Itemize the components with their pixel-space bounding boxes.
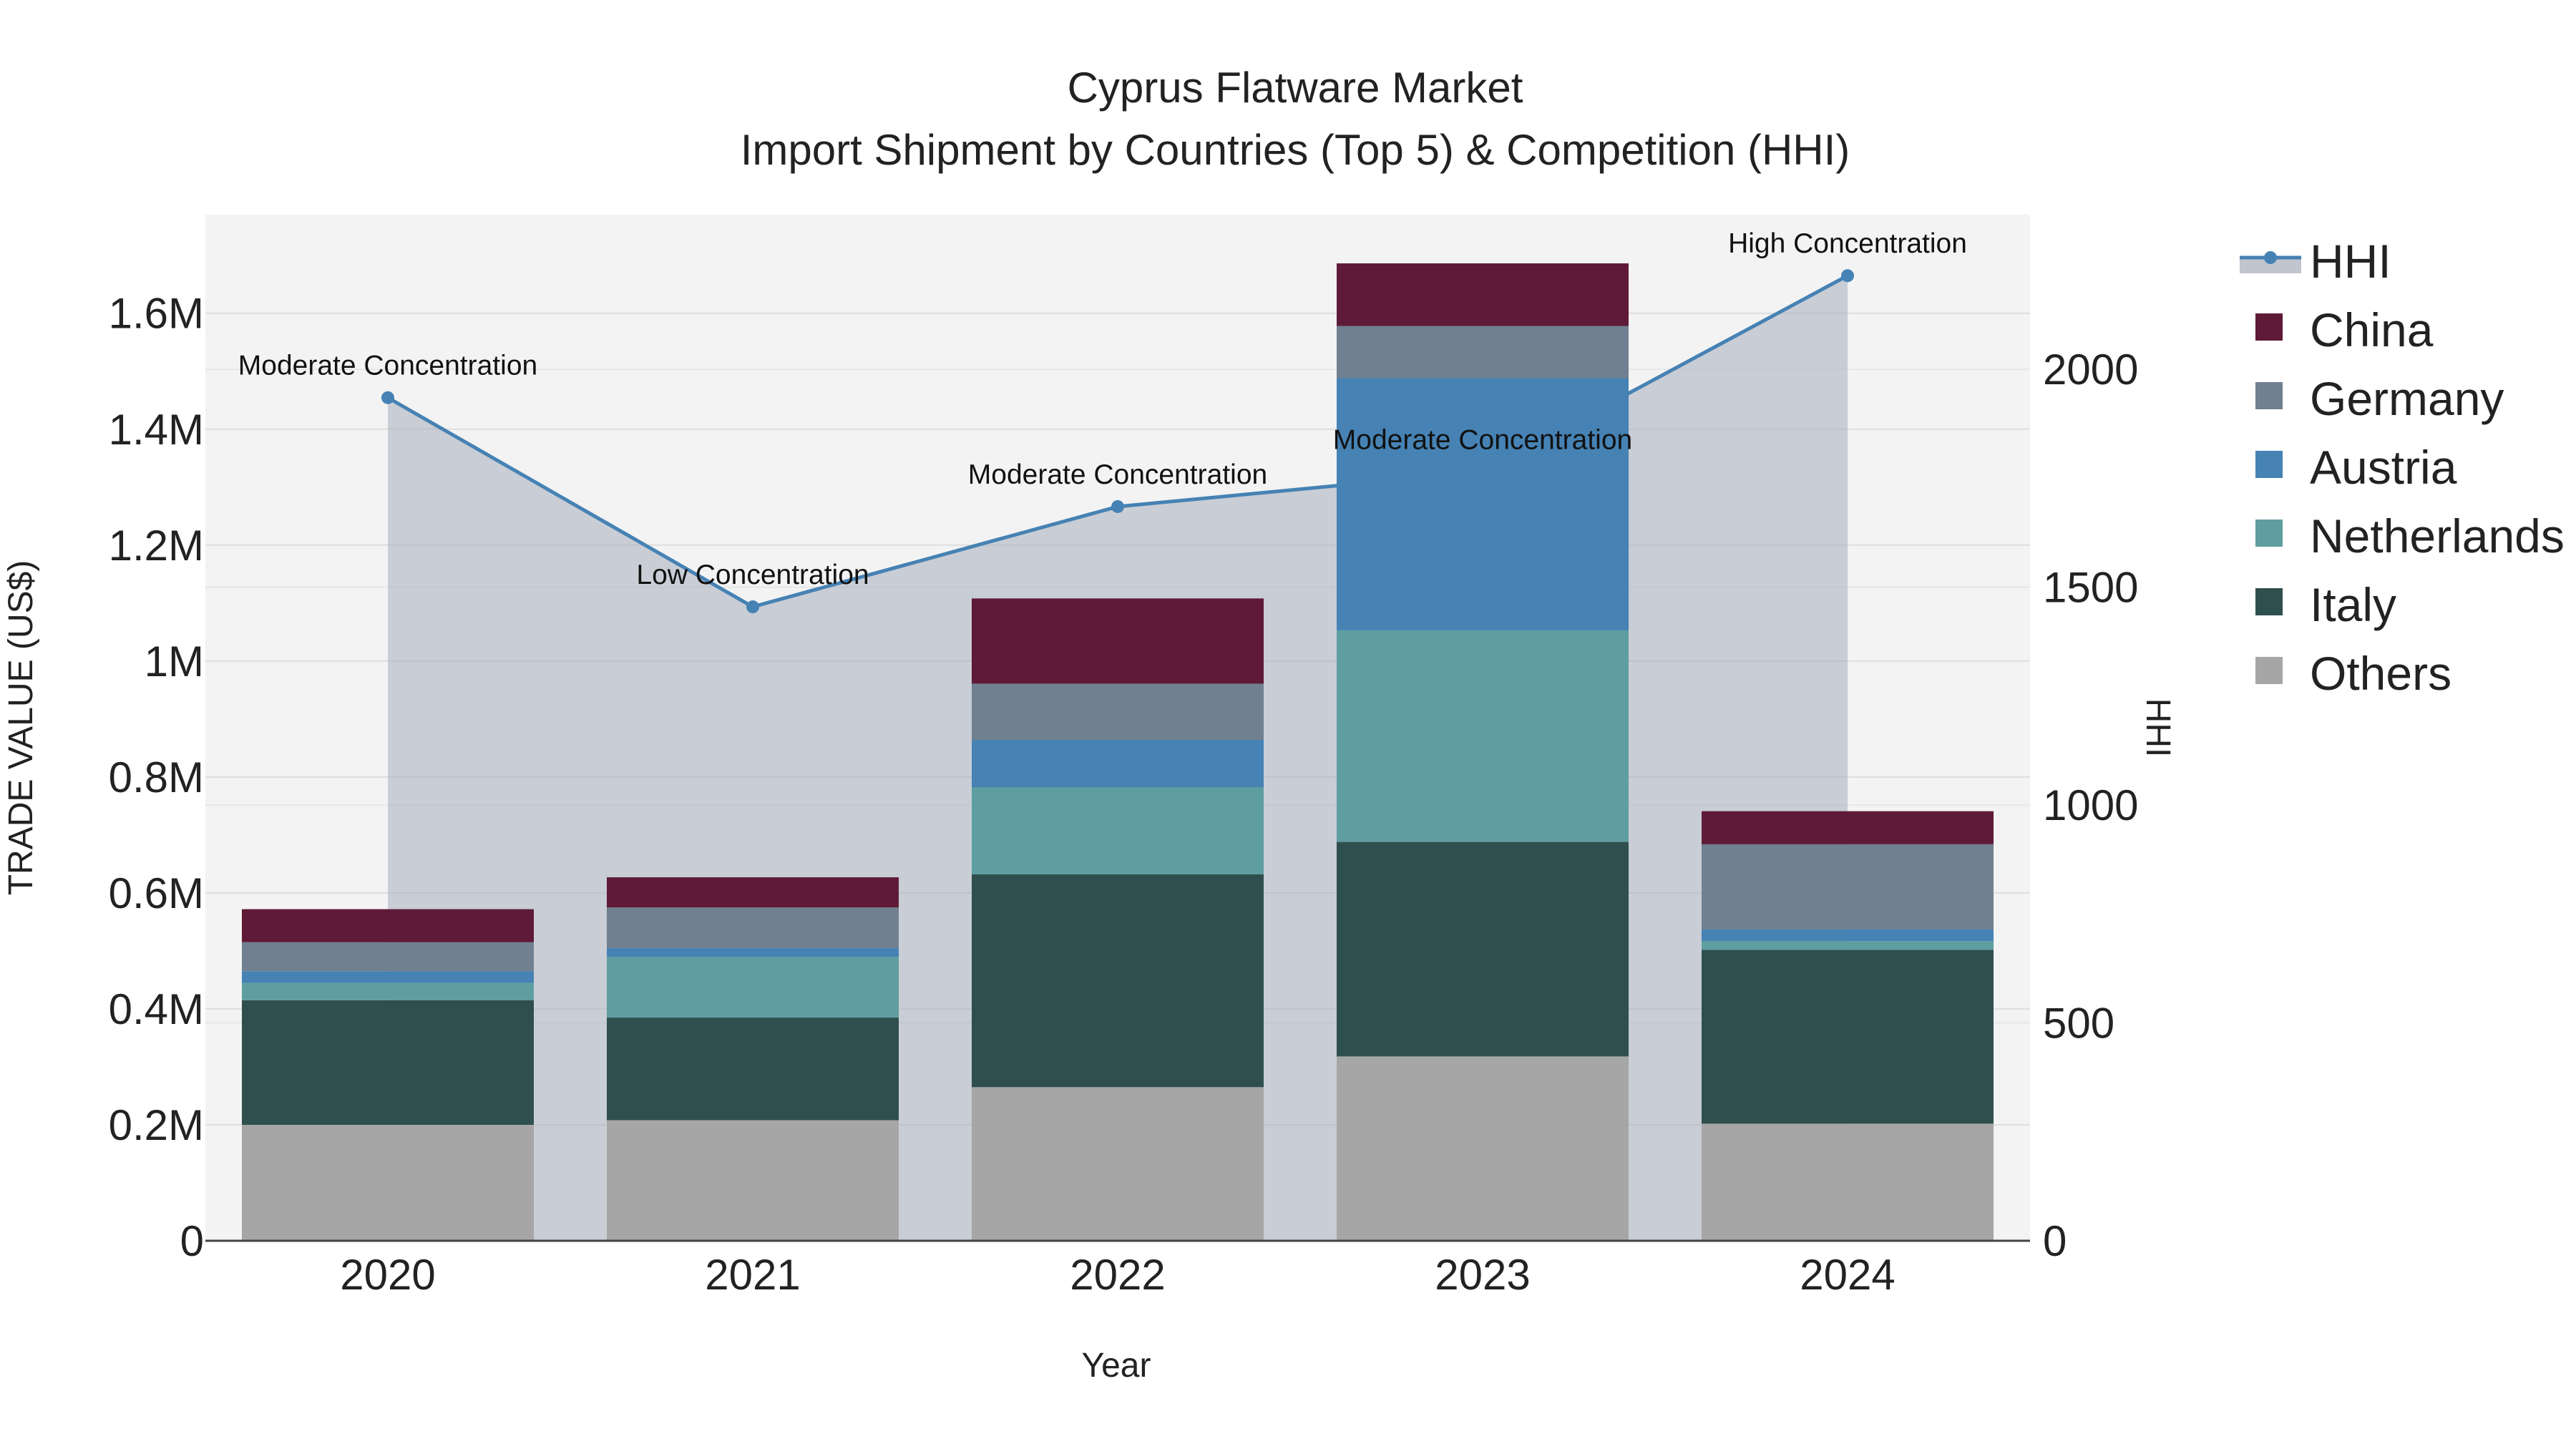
bar-others-2023 (1337, 1056, 1629, 1241)
bar-netherlands-2021 (607, 957, 899, 1018)
y2-axis-label: HHI (2139, 698, 2177, 758)
legend-label-netherlands: Netherlands (2310, 509, 2565, 562)
hhi-point-2020 (381, 391, 394, 404)
bar-netherlands-2022 (972, 787, 1264, 874)
x-axis-ticks: 2020 2021 2022 2023 2024 (340, 1251, 1895, 1299)
y-tick-label: 0.4M (109, 985, 204, 1033)
bar-china-2020 (242, 909, 534, 942)
bar-germany-2021 (607, 907, 899, 948)
bar-austria-2021 (607, 947, 899, 957)
hhi-label-2022: Moderate Concentration (968, 459, 1267, 490)
legend-swatch-china (2255, 313, 2283, 341)
bar-netherlands-2023 (1337, 630, 1629, 842)
y-tick-label: 0.2M (109, 1101, 204, 1149)
bar-others-2022 (972, 1087, 1264, 1241)
hhi-label-2024: High Concentration (1728, 228, 1967, 259)
x-tick-label: 2023 (1435, 1251, 1530, 1299)
legend-label-italy: Italy (2310, 578, 2396, 631)
hhi-label-2021: Low Concentration (636, 560, 869, 590)
y-tick-label: 1.2M (109, 522, 204, 570)
legend-swatch-germany (2255, 382, 2283, 409)
legend-swatch-hhi-area (2240, 258, 2301, 273)
bar-italy-2024 (1702, 950, 1994, 1124)
bar-germany-2024 (1702, 844, 1994, 930)
x-tick-label: 2020 (340, 1251, 435, 1299)
bar-austria-2022 (972, 740, 1264, 788)
legend-swatch-hhi-marker (2264, 251, 2277, 264)
bar-austria-2020 (242, 971, 534, 983)
bar-germany-2020 (242, 942, 534, 972)
legend-swatch-netherlands (2255, 519, 2283, 547)
bar-others-2020 (242, 1124, 534, 1241)
hhi-line-layer: Moderate Concentration Low Concentration M… (238, 228, 1967, 614)
hhi-label-2023: Moderate Concentration (1333, 424, 1632, 455)
bar-china-2021 (607, 877, 899, 908)
x-axis-label: Year (1082, 1347, 1151, 1385)
bar-china-2024 (1702, 811, 1994, 844)
chart-title: Cyprus Flatware Market (1068, 64, 1523, 112)
bar-china-2022 (972, 598, 1264, 684)
x-tick-label: 2021 (705, 1251, 800, 1299)
bar-italy-2023 (1337, 841, 1629, 1057)
y2-tick-label: 1500 (2043, 564, 2138, 612)
y-tick-label: 1.6M (109, 290, 204, 338)
bar-italy-2021 (607, 1018, 899, 1121)
legend-label-germany: Germany (2310, 372, 2504, 425)
bars (242, 263, 1994, 1241)
hhi-point-2023 (1476, 465, 1489, 479)
y2-tick-label: 0 (2043, 1217, 2067, 1265)
bar-others-2021 (607, 1120, 899, 1241)
bar-italy-2022 (972, 874, 1264, 1088)
hhi-point-2024 (1841, 269, 1854, 283)
y2-tick-label: 2000 (2043, 346, 2138, 394)
legend-label-austria: Austria (2310, 441, 2457, 494)
legend-label-china: China (2310, 303, 2434, 356)
hhi-point-2022 (1111, 499, 1124, 513)
bar-others-2024 (1702, 1123, 1994, 1241)
bar-germany-2022 (972, 683, 1264, 741)
bar-netherlands-2020 (242, 982, 534, 1000)
bar-netherlands-2024 (1702, 941, 1994, 950)
y-tick-label: 1.4M (109, 406, 204, 454)
y-axis-label: TRADE VALUE (US$) (2, 560, 40, 896)
bar-china-2023 (1337, 263, 1629, 326)
legend-swatch-italy (2255, 588, 2283, 615)
bar-austria-2024 (1702, 929, 1994, 942)
y-tick-label: 0 (180, 1217, 204, 1265)
y2-axis-ticks: 0 500 1000 1500 2000 (2043, 346, 2138, 1265)
legend-swatch-austria (2255, 451, 2283, 478)
y-tick-label: 1M (145, 638, 204, 686)
y-tick-label: 0.6M (109, 869, 204, 917)
hhi-point-2021 (746, 600, 759, 614)
y2-tick-label: 1000 (2043, 781, 2138, 829)
y2-tick-label: 500 (2043, 1000, 2114, 1048)
hhi-label-2020: Moderate Concentration (238, 351, 537, 381)
bar-italy-2020 (242, 1000, 534, 1125)
legend-label-others: Others (2310, 647, 2451, 700)
legend-swatch-others (2255, 657, 2283, 684)
y-tick-label: 0.8M (109, 753, 204, 801)
bar-germany-2023 (1337, 326, 1629, 379)
legend-label-hhi: HHI (2310, 235, 2391, 288)
chart-subtitle: Import Shipment by Countries (Top 5) & C… (741, 126, 1850, 174)
legend: HHI China Germany Austria Netherlands Italy Ot… (2240, 235, 2565, 700)
y-axis-ticks: 0 0.2M 0.4M 0.6M 0.8M 1M 1.2M 1.4M 1.6M (109, 290, 204, 1265)
x-tick-label: 2022 (1070, 1251, 1165, 1299)
x-tick-label: 2024 (1800, 1251, 1895, 1299)
